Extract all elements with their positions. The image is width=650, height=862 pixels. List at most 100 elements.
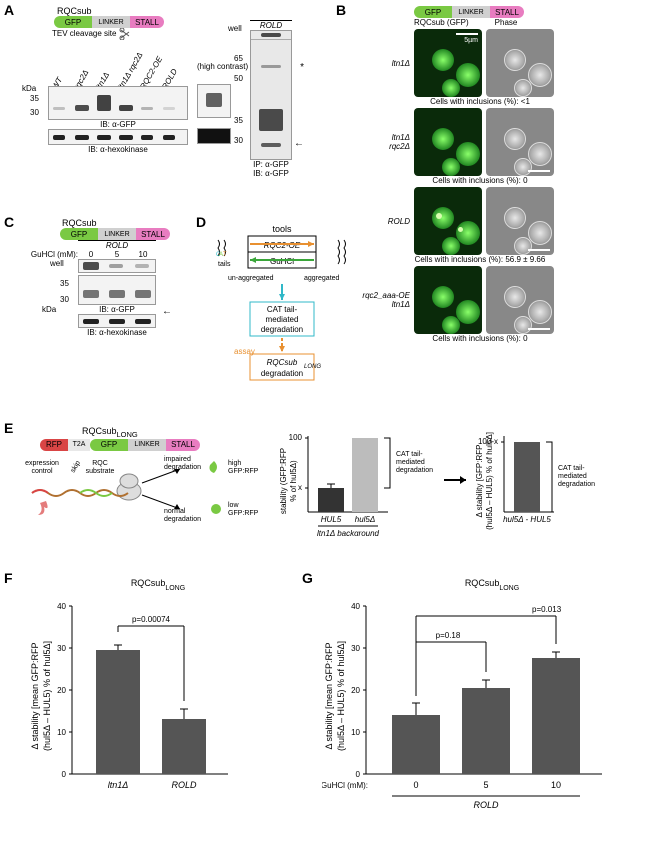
svg-text:RQCsub: RQCsub — [267, 358, 298, 367]
svg-text:(hul5Δ – HUL5) % of hul5Δ]: (hul5Δ – HUL5) % of hul5Δ] — [336, 641, 346, 751]
svg-text:ROLD: ROLD — [171, 780, 197, 790]
chart-g: RQCsubLONG Δ stability [mean GFP:RFP (hu… — [322, 576, 622, 822]
micro-gfp: 5µm — [414, 29, 482, 97]
svg-text:10: 10 — [57, 728, 66, 737]
segc-gfp: GFP — [60, 228, 98, 240]
svg-text:degradation: degradation — [558, 481, 595, 488]
mw-35: 35 — [30, 94, 39, 103]
svg-text:impaired: impaired — [164, 456, 191, 463]
ip-65: 65 — [234, 54, 243, 63]
sege-stall: STALL — [166, 439, 200, 451]
sege-gfp: GFP — [90, 439, 128, 451]
c-30: 30 — [60, 295, 69, 304]
svg-text:substrate: substrate — [86, 468, 115, 475]
scissors-icon — [119, 28, 139, 40]
svg-text:RQC2-OE: RQC2-OE — [264, 241, 301, 250]
svg-text:hul5Δ: hul5Δ — [355, 515, 376, 524]
svg-text:expression: expression — [25, 460, 59, 467]
svg-text:degradation: degradation — [396, 467, 433, 474]
blot-hexo — [48, 129, 188, 145]
svg-text:0: 0 — [413, 780, 418, 790]
segc-stall: STALL — [136, 228, 170, 240]
svg-text:100-x: 100-x — [478, 437, 498, 446]
blot-c-hexo — [78, 314, 156, 328]
svg-text:degradation: degradation — [164, 516, 201, 523]
e-schematic: expression control skip RQC substrate im… — [24, 451, 264, 529]
seg-stall: STALL — [130, 16, 164, 28]
panel-b: GFP LINKER STALL RQCsub (GFP) Phase ltn1… — [356, 6, 636, 343]
svg-text:T: T — [223, 252, 227, 258]
e-arrow-icon — [442, 470, 472, 490]
ib-gfp: IB: α-GFP — [48, 120, 188, 129]
svg-text:0: 0 — [356, 770, 361, 779]
ip-lane: ROLD — [250, 20, 292, 30]
blot-hc — [197, 84, 231, 118]
svg-text:low: low — [228, 502, 239, 509]
ip-50: 50 — [234, 74, 243, 83]
mw-30: 30 — [30, 108, 39, 117]
ip-cap2: IB: α-GFP — [250, 169, 292, 178]
inclusion-caption: Cells with inclusions (%): <1 — [410, 97, 550, 106]
micro-gfp — [414, 187, 482, 255]
panel-f-label: F — [4, 570, 13, 586]
chart-f: RQCsubLONG Δ stability [mean GFP:RFP (hu… — [28, 576, 248, 806]
micro-phase — [486, 266, 554, 334]
ip-35: 35 — [234, 116, 243, 125]
svg-text:GFP:RFP: GFP:RFP — [228, 510, 259, 517]
micro-row: rqc2_aaa-OE ltn1Δ — [356, 266, 636, 334]
guhcl-label-c: GuHCl (mM): — [22, 250, 78, 259]
svg-text:x: x — [298, 483, 302, 492]
sege-t2a: T2A — [68, 439, 90, 451]
svg-text:20: 20 — [351, 686, 360, 695]
micro-row-label: ltn1Δ rqc2Δ — [356, 133, 410, 151]
panel-d-label: D — [196, 214, 206, 230]
svg-text:mediated: mediated — [266, 315, 299, 324]
ip-well: well — [228, 24, 242, 33]
micro-phase — [486, 29, 554, 97]
construct-b: GFP LINKER STALL — [414, 6, 636, 18]
svg-text:30: 30 — [351, 644, 360, 653]
seg-linker: LINKER — [92, 16, 130, 28]
svg-text:RQCsubLONG: RQCsubLONG — [131, 578, 185, 592]
svg-text:10: 10 — [351, 728, 360, 737]
colhead-phase: Phase — [495, 18, 518, 27]
micro-row-label: ltn1Δ — [356, 59, 410, 68]
guhcl-5: 5 — [104, 250, 130, 259]
svg-text:high: high — [228, 460, 241, 467]
svg-text:20: 20 — [57, 686, 66, 695]
svg-text:RQC: RQC — [92, 460, 108, 467]
construct-c: GFP LINKER STALL — [60, 228, 192, 240]
svg-text:GFP:RFP: GFP:RFP — [228, 468, 259, 475]
micro-row-label: rqc2_aaa-OE ltn1Δ — [356, 291, 410, 309]
c-arrow: ← — [162, 306, 172, 317]
svg-text:degradation: degradation — [261, 369, 303, 378]
blot-c-well — [78, 259, 156, 273]
svg-text:LONG: LONG — [304, 364, 321, 370]
blot-gfp — [48, 86, 188, 120]
sege-rfp: RFP — [40, 439, 68, 451]
svg-text:40: 40 — [57, 602, 66, 611]
svg-text:un-aggregated: un-aggregated — [228, 275, 274, 282]
blot-hc2 — [197, 128, 231, 144]
inclusion-caption: Cells with inclusions (%): 56.9 ± 9.66 — [410, 255, 550, 264]
ib-hexo: IB: α-hexokinase — [48, 145, 188, 154]
ip-star: * — [300, 62, 304, 73]
panel-e-label: E — [4, 420, 13, 436]
svg-text:GuHCl (mM):: GuHCl (mM): — [322, 781, 368, 790]
svg-text:aggregated: aggregated — [304, 275, 340, 282]
svg-text:mediated: mediated — [396, 459, 425, 466]
svg-text:100: 100 — [289, 433, 303, 442]
e-chart-right: Δ stability [GFP:RFP (hul5Δ – HUL5) % of… — [474, 426, 644, 536]
svg-text:CAT tail-: CAT tail- — [558, 465, 585, 472]
micro-row: ltn1Δ 5µm — [356, 29, 636, 97]
c-35: 35 — [60, 279, 69, 288]
svg-text:p=0.18: p=0.18 — [436, 631, 461, 640]
svg-text:RQCsubLONG: RQCsubLONG — [465, 578, 519, 592]
svg-text:control: control — [31, 468, 52, 475]
svg-text:CAT tail-: CAT tail- — [396, 451, 423, 458]
panel-e: RQCsubLONG RFP T2A GFP LINKER STALL expr… — [22, 426, 638, 532]
svg-text:% of hul5Δ): % of hul5Δ) — [289, 460, 298, 502]
svg-text:degradation: degradation — [261, 325, 303, 334]
construct-title-c: RQCsub — [62, 218, 192, 228]
panel-g-label: G — [302, 570, 313, 586]
